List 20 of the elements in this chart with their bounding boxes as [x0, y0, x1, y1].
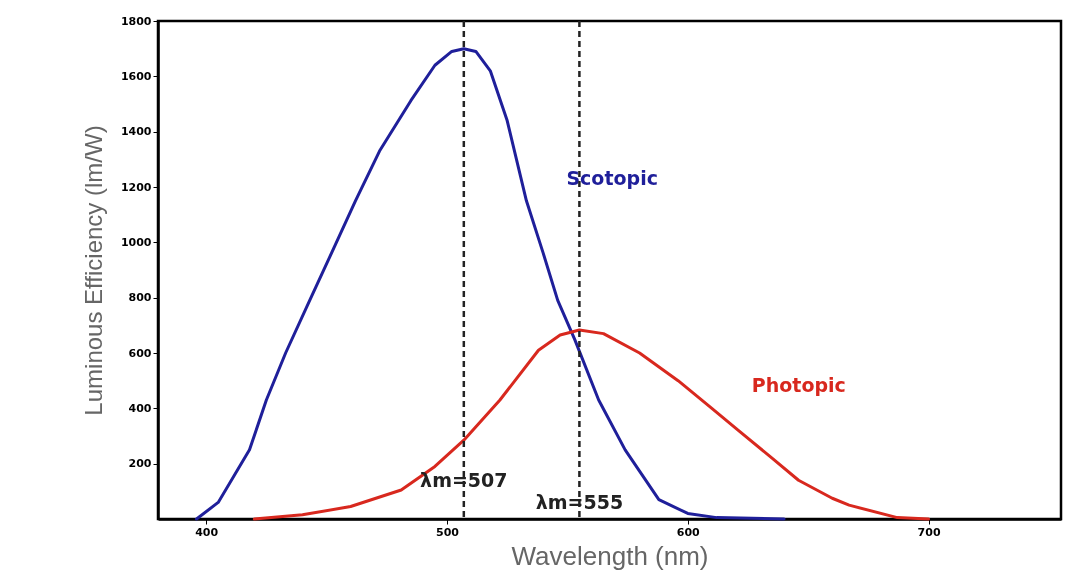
series-label: Photopic	[751, 374, 846, 397]
x-tick-label: 400	[195, 525, 219, 539]
y-tick-label: 200	[128, 457, 152, 471]
y-tick-label: 800	[128, 291, 152, 305]
y-tick-label: 1600	[120, 69, 152, 83]
y-tick-label: 1200	[120, 180, 152, 194]
line-series	[252, 328, 931, 521]
ref-line-label: λm=555	[535, 491, 624, 513]
x-tick-label: 600	[676, 525, 701, 539]
y-tick-label: 1400	[120, 125, 152, 139]
x-tick-label: 700	[917, 525, 941, 539]
y-tick-label: 400	[128, 401, 152, 415]
ref-line-label: λm=507	[420, 469, 508, 491]
text: Scotopic	[566, 166, 658, 189]
y-tick-label: 1000	[120, 235, 152, 249]
x-tick-label: 500	[435, 525, 460, 539]
y-tick-label: 600	[128, 346, 152, 360]
y-axis-title: Luminous Efficiency (lm/W)	[79, 125, 107, 416]
x-axis-title: Wavelength (nm)	[511, 540, 709, 571]
y-tick-label: 1800	[120, 14, 152, 28]
